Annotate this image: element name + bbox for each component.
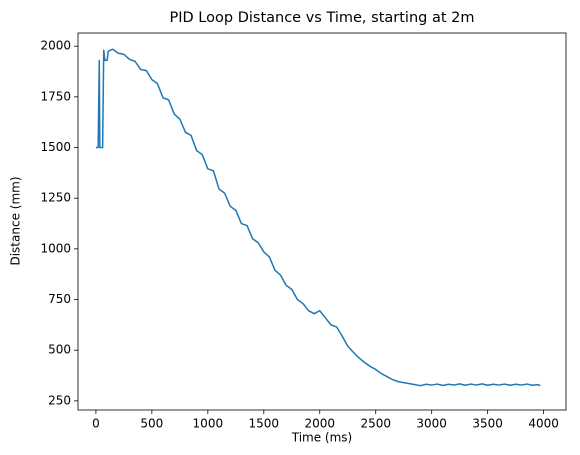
x-tick-label: 3500 [472, 417, 503, 431]
x-tick-label: 0 [92, 417, 100, 431]
y-axis-label: Distance (mm) [9, 176, 23, 265]
plot-frame [77, 32, 567, 411]
x-tick-label: 500 [140, 417, 163, 431]
chart-title: PID Loop Distance vs Time, starting at 2… [170, 10, 475, 26]
x-axis-label: Time (ms) [291, 431, 353, 445]
y-tick-label: 2000 [40, 39, 71, 53]
y-tick-label: 500 [48, 343, 71, 357]
y-tick-label: 250 [48, 393, 71, 407]
y-tick-label: 750 [48, 292, 71, 306]
x-tick-label: 3000 [416, 417, 447, 431]
data-line [95, 48, 541, 387]
x-tick-label: 1500 [249, 417, 280, 431]
x-tick-label: 1000 [193, 417, 224, 431]
x-tick-label: 2500 [360, 417, 391, 431]
x-tick-label: 4000 [528, 417, 559, 431]
y-tick-label: 1500 [40, 140, 71, 154]
x-tick-label: 2000 [304, 417, 335, 431]
y-tick-label: 1750 [40, 89, 71, 103]
y-tick-label: 1250 [40, 191, 71, 205]
y-tick-label: 1000 [40, 241, 71, 255]
